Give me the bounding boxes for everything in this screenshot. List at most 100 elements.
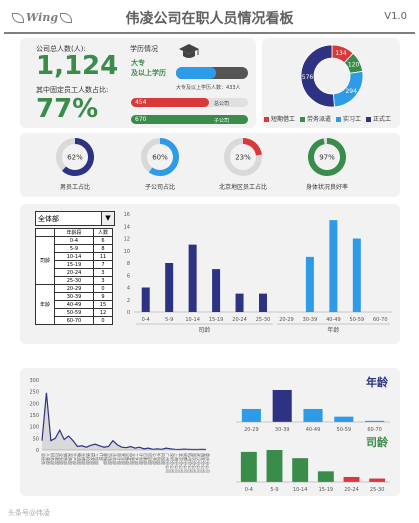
- brand-logo: Wing: [10, 11, 74, 24]
- table-cell: 6: [93, 236, 113, 245]
- watermark-text: 头条号@伟凌: [8, 509, 50, 517]
- table-cell: 9: [93, 292, 113, 301]
- education-label-2: 及以上学历: [131, 69, 166, 77]
- department-panel: [20, 368, 400, 496]
- x-tick-label: 上海分公司: [174, 453, 180, 473]
- header-divider: [4, 32, 415, 34]
- x-tick-label: 10-14: [293, 487, 308, 493]
- y-tick-label: 16: [124, 212, 130, 218]
- bar: [235, 293, 244, 312]
- table-row: 60-70 0: [36, 316, 113, 325]
- table-cell: 30-39: [54, 292, 94, 301]
- employment-slice-label: 294: [345, 88, 357, 95]
- mini-bar: [241, 408, 261, 422]
- x-tick-label: 25-30: [256, 317, 271, 323]
- ratio-donut-value: 60%: [152, 154, 168, 162]
- table-header-row: 年龄段 人数: [35, 228, 113, 237]
- x-tick-label: 法务部: [112, 453, 118, 465]
- x-tick-label: 20-29: [244, 427, 259, 433]
- table-cell: 12: [93, 308, 113, 317]
- mini-bar: [317, 471, 334, 482]
- x-tick-label: 外贸部: [156, 453, 162, 465]
- table-cell: 15-19: [54, 260, 94, 269]
- table-cell: 20-29: [54, 284, 94, 293]
- mini-bar: [240, 451, 257, 482]
- table-cell: 11: [93, 252, 113, 261]
- x-tick-label: 设备部: [125, 453, 131, 465]
- x-tick-label: 销售部: [63, 453, 69, 465]
- table-cell: 20-24: [54, 268, 94, 277]
- bar: [188, 244, 197, 312]
- wing-icon: [12, 13, 24, 23]
- x-tick-label: 西安分公司: [201, 453, 207, 473]
- y-tick-label: 10: [124, 249, 130, 255]
- total-value: 1,124: [36, 51, 119, 81]
- tenure-chart-title: 司龄: [366, 435, 389, 449]
- x-tick-label: 20-24: [232, 317, 247, 323]
- x-tick-label: 60-70: [373, 317, 388, 323]
- x-tick-label: 20-29: [279, 317, 294, 323]
- table-row: 年龄 20-29 0: [35, 284, 113, 325]
- age-chart-title: 年龄: [366, 375, 389, 389]
- header-bar: Wing 伟凌公司在职人员情况看板 V1.0: [4, 6, 415, 32]
- legend-swatch: [264, 117, 269, 122]
- x-tick-label: 北京分公司: [178, 453, 184, 473]
- sub-bar-fill: [131, 115, 248, 124]
- table-cell: 25-30: [54, 276, 94, 285]
- x-tick-label: 重庆分公司: [205, 453, 210, 473]
- ratio-donut-value: 97%: [319, 154, 335, 162]
- table-row: 司龄 0-4 6: [35, 236, 113, 285]
- mini-bar: [369, 478, 386, 482]
- x-tick-label: 0-4: [142, 317, 150, 323]
- x-tick-label: 培训部: [147, 453, 153, 465]
- table-header-cell: 年龄段: [54, 228, 94, 237]
- x-tick-label: 品管部: [130, 453, 136, 465]
- area-fill: [42, 392, 206, 450]
- table-cell: 60-70: [54, 316, 94, 325]
- hq-bar-value: 454: [135, 99, 147, 106]
- employment-slice-label: 576: [302, 74, 314, 81]
- employment-slice-label: 134: [335, 50, 347, 57]
- x-tick-label: 50-59: [337, 427, 352, 433]
- bar: [165, 263, 174, 312]
- table-cell: 8: [93, 244, 113, 253]
- legend-label: 正式工: [373, 116, 392, 123]
- wing-icon: [60, 13, 73, 23]
- table-cell: 50-59: [54, 308, 94, 317]
- x-tick-label: 杭州分公司: [187, 453, 193, 473]
- x-tick-label: 5-9: [165, 317, 173, 323]
- x-tick-label: 公关部: [152, 453, 158, 465]
- age-table: 年龄段 人数 司龄 0-4 6 5-9 8 10-14 11 15-19 7 20-24 3 25-30 3…: [35, 228, 113, 325]
- bar: [352, 238, 361, 312]
- sub-bar-tag: 子公司: [214, 118, 230, 124]
- ratio-donut-value: 62%: [67, 154, 83, 162]
- x-tick-label: 30-39: [303, 317, 318, 323]
- legend-swatch: [336, 117, 342, 122]
- table-group-cell: 年龄: [35, 284, 55, 325]
- x-tick-label: 5-9: [270, 487, 278, 493]
- y-tick-label: 2: [127, 298, 130, 304]
- x-tick-label: 内贸部: [161, 453, 167, 465]
- x-tick-label: 市场部: [107, 453, 113, 465]
- tenure-mini-bar-chart: 0-4 5-9 10-14 15-19 20-24 25-30 司龄: [236, 435, 390, 493]
- sub-bar-value: 670: [135, 116, 147, 123]
- x-tick-label: 计划部: [139, 453, 145, 465]
- table-cell: 5-9: [54, 244, 94, 253]
- x-tick-label: 后勤部: [143, 453, 149, 465]
- x-tick-label: 仓储部: [81, 453, 87, 465]
- x-tick-label: 物流部: [76, 453, 82, 465]
- table-header-cell: 人数: [93, 228, 113, 237]
- x-tick-label: 60-70: [367, 427, 382, 433]
- version-label: V1.0: [384, 11, 407, 22]
- y-tick-label: 300: [29, 378, 39, 384]
- x-tick-label: 企划部: [59, 453, 65, 465]
- legend-label: 劳务派遣: [307, 116, 332, 123]
- table-cell: 40-49: [54, 300, 94, 309]
- department-dropdown[interactable]: 全体部 ▼: [35, 211, 115, 226]
- ratio-label: 身体状况良好率: [305, 184, 348, 191]
- x-tick-label: 40-49: [326, 317, 341, 323]
- x-tick-label: 成都分公司: [183, 453, 189, 473]
- chevron-down-icon[interactable]: ▼: [101, 212, 114, 225]
- ratio-value: 77%: [36, 94, 99, 124]
